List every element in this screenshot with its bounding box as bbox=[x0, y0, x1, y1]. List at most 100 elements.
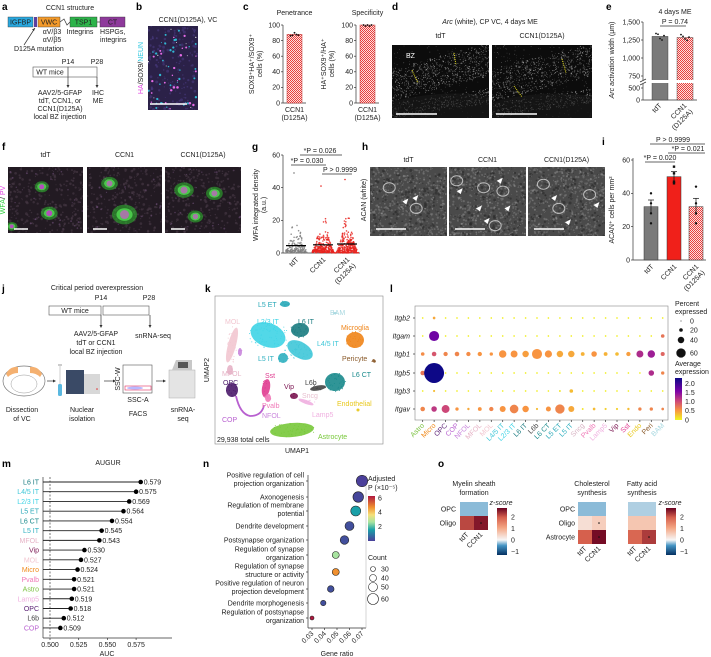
signal-spot bbox=[564, 55, 566, 57]
signal-spot bbox=[516, 80, 518, 81]
signal-spot bbox=[456, 73, 458, 75]
signal-spot bbox=[191, 53, 193, 56]
signal-spot bbox=[200, 225, 203, 228]
signal-spot bbox=[555, 81, 557, 83]
signal-spot bbox=[384, 193, 388, 196]
signal-spot bbox=[453, 65, 454, 67]
signal-spot bbox=[471, 66, 473, 68]
data-point bbox=[295, 247, 298, 250]
signal-spot bbox=[580, 47, 582, 49]
signal-spot bbox=[570, 48, 572, 50]
signal-spot bbox=[466, 66, 468, 68]
signal-spot bbox=[547, 63, 549, 65]
signal-spot bbox=[71, 179, 75, 182]
signal-spot bbox=[154, 63, 158, 67]
signal-spot bbox=[492, 81, 494, 83]
signal-spot bbox=[488, 60, 489, 62]
signal-spot bbox=[217, 184, 219, 186]
signal-spot bbox=[547, 80, 549, 82]
chart-arc-activation-width: 4 days MEP = 0.7405007501,0001,2501,500t… bbox=[609, 9, 697, 132]
signal-spot bbox=[20, 218, 24, 221]
signal-spot bbox=[380, 206, 383, 209]
signal-spot bbox=[197, 169, 201, 173]
signal-spot bbox=[414, 87, 415, 89]
signal-spot bbox=[159, 55, 161, 58]
signal-spot bbox=[392, 100, 394, 102]
signal-spot bbox=[590, 46, 592, 48]
signal-spot bbox=[517, 70, 519, 72]
signal-spot bbox=[401, 203, 403, 206]
signal-spot bbox=[202, 182, 205, 185]
signal-spot bbox=[429, 58, 431, 60]
micrograph-wfa-pv-2 bbox=[165, 167, 241, 233]
signal-spot bbox=[144, 212, 146, 215]
data-point bbox=[682, 35, 684, 38]
signal-spot bbox=[501, 62, 502, 64]
signal-spot bbox=[163, 76, 165, 78]
signal-spot bbox=[438, 177, 441, 179]
signal-spot bbox=[167, 179, 170, 183]
signal-spot bbox=[142, 173, 144, 175]
signal-spot bbox=[462, 61, 464, 63]
signal-spot bbox=[586, 62, 588, 64]
signal-spot bbox=[13, 190, 16, 193]
data-point bbox=[288, 242, 290, 245]
signal-spot bbox=[553, 74, 555, 76]
signal-spot bbox=[503, 56, 505, 58]
signal-spot bbox=[420, 61, 422, 63]
signal-spot bbox=[482, 77, 484, 78]
signal-spot bbox=[414, 82, 416, 84]
data-point bbox=[340, 249, 343, 252]
signal-spot bbox=[514, 84, 515, 85]
signal-spot bbox=[495, 45, 496, 47]
signal-spot bbox=[211, 181, 213, 183]
signal-spot bbox=[139, 215, 141, 217]
signal-spot bbox=[408, 76, 410, 77]
signal-spot bbox=[505, 84, 507, 86]
signal-spot bbox=[524, 77, 526, 78]
signal-spot bbox=[458, 63, 460, 64]
data-point bbox=[321, 247, 324, 249]
signal-spot bbox=[428, 71, 430, 72]
signal-spot bbox=[540, 48, 541, 50]
signal-spot bbox=[194, 43, 197, 45]
signal-spot bbox=[103, 169, 106, 172]
signal-spot bbox=[165, 179, 167, 182]
signal-spot bbox=[566, 92, 568, 94]
signal-spot bbox=[497, 47, 499, 49]
signal-spot bbox=[178, 213, 180, 216]
signal-spot bbox=[517, 65, 519, 67]
signal-spot bbox=[505, 86, 507, 88]
signal-spot bbox=[49, 223, 52, 226]
signal-spot bbox=[14, 201, 16, 204]
y-tick-label: 100 bbox=[268, 22, 280, 29]
signal-spot bbox=[114, 195, 117, 199]
signal-spot bbox=[415, 231, 417, 232]
signal-spot bbox=[205, 204, 209, 207]
signal-spot bbox=[585, 71, 587, 73]
signal-spot bbox=[60, 193, 63, 196]
signal-spot bbox=[424, 194, 428, 197]
signal-spot bbox=[500, 48, 501, 50]
signal-spot bbox=[208, 222, 210, 224]
data-point bbox=[357, 251, 359, 254]
signal-spot bbox=[525, 63, 527, 64]
panel-label: i bbox=[602, 137, 605, 148]
signal-spot bbox=[59, 173, 61, 175]
signal-spot bbox=[580, 51, 582, 53]
signal-spot bbox=[534, 86, 536, 88]
signal-spot bbox=[575, 74, 577, 76]
signal-spot bbox=[446, 84, 448, 86]
signal-spot bbox=[440, 66, 443, 68]
signal-spot bbox=[407, 186, 410, 189]
signal-spot bbox=[148, 29, 150, 32]
signal-spot bbox=[130, 176, 133, 179]
signal-spot bbox=[409, 93, 411, 94]
signal-spot bbox=[472, 73, 474, 74]
domain-box bbox=[7, 16, 34, 28]
signal-spot bbox=[165, 189, 168, 192]
signal-spot bbox=[110, 167, 114, 169]
signal-spot bbox=[167, 79, 169, 81]
signal-spot bbox=[473, 71, 474, 72]
signal-spot bbox=[38, 169, 41, 172]
